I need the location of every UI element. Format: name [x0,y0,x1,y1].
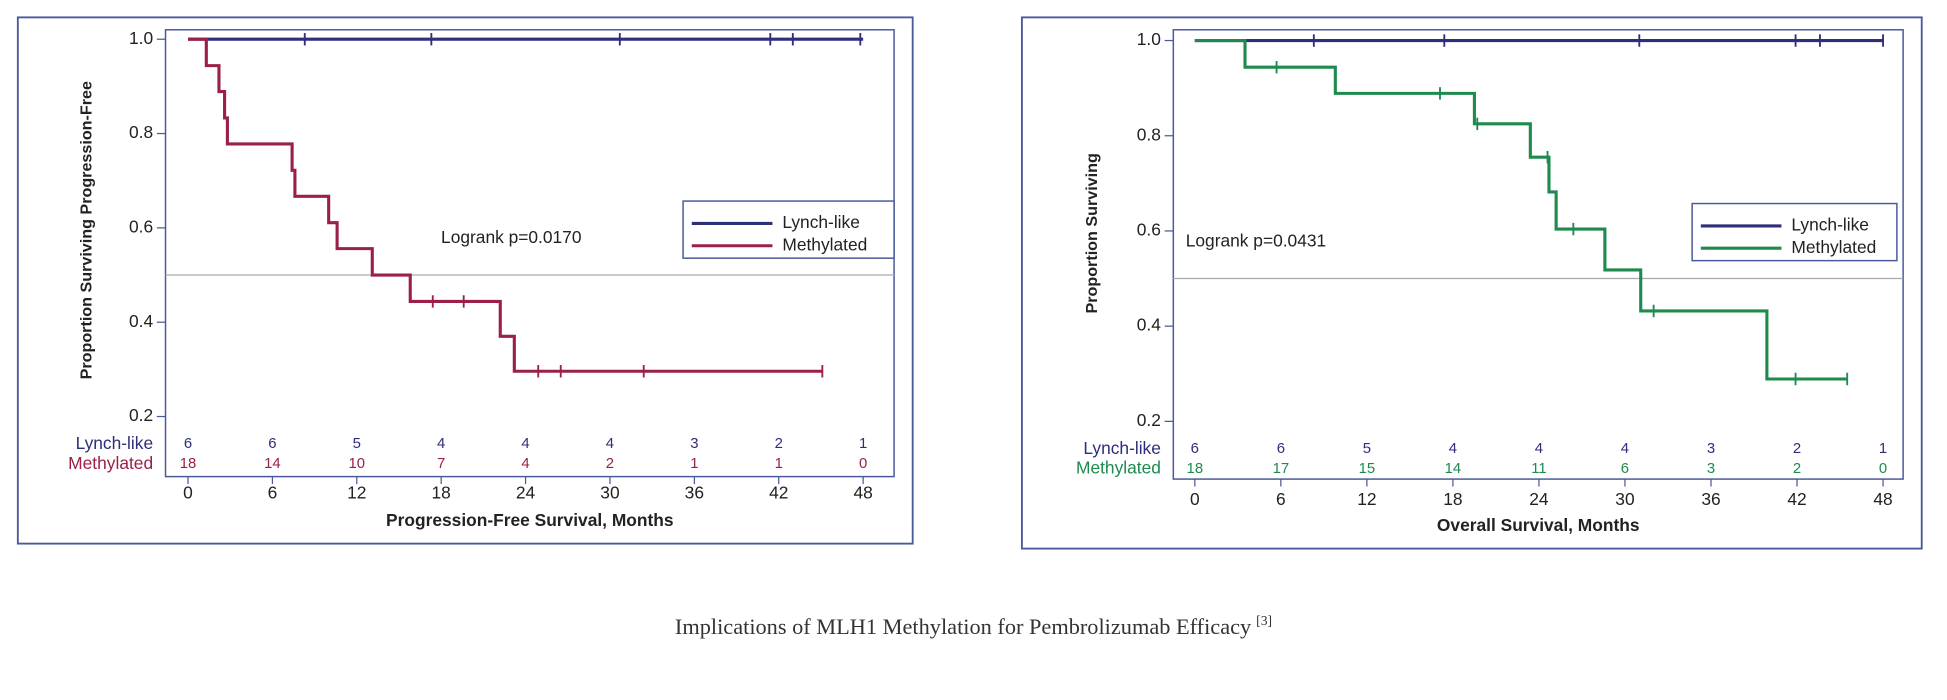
risk-count: 14 [1445,461,1462,477]
risk-count: 4 [521,436,529,452]
risk-count: 15 [1359,461,1376,477]
legend-label: Lynch-like [1791,214,1869,234]
risk-count: 17 [1273,461,1290,477]
risk-count: 2 [775,436,783,452]
x-tick-label: 48 [853,483,872,503]
risk-row-label: Lynch-like [1083,438,1161,458]
risk-count: 6 [1277,441,1285,457]
annotation: Logrank p=0.0170 [441,227,581,247]
survival-curve [188,37,823,373]
y-tick-label: 0.8 [1137,124,1161,144]
risk-count: 6 [268,436,276,452]
chart-frame [16,16,914,545]
risk-count: 1 [690,456,698,472]
risk-count: 6 [1621,461,1629,477]
risk-count: 0 [1879,461,1887,477]
survival-curve [1194,38,1848,381]
risk-count: 1 [775,456,783,472]
risk-count: 4 [521,456,529,472]
risk-count: 7 [437,456,445,472]
caption-text: Implications of MLH1 Methylation for Pem… [675,614,1252,639]
y-tick-label: 0.8 [129,122,153,142]
y-tick-label: 0.4 [1137,315,1161,335]
y-tick-label: 1.0 [129,28,153,48]
caption: Implications of MLH1 Methylation for Pem… [675,613,1272,639]
risk-count: 6 [184,436,192,452]
x-tick-label: 12 [347,483,366,503]
x-tick-label: 6 [1276,489,1286,509]
chart-frame [1020,16,1923,550]
risk-count: 14 [264,456,281,472]
risk-count: 5 [353,436,361,452]
x-tick-label: 12 [1357,489,1376,509]
x-tick-label: 18 [1443,489,1462,509]
risk-count: 4 [437,436,445,452]
x-tick-label: 36 [1701,489,1720,509]
risk-count: 2 [1793,441,1801,457]
risk-count: 1 [859,436,867,452]
x-tick-label: 0 [1190,489,1200,509]
risk-count: 4 [606,436,614,452]
legend-label: Methylated [1791,237,1876,257]
x-tick-label: 18 [432,483,451,503]
risk-count: 18 [180,456,197,472]
annotation: Logrank p=0.0431 [1186,231,1326,251]
x-tick-label: 0 [183,483,193,503]
risk-count: 4 [1621,441,1629,457]
risk-count: 4 [1449,441,1457,457]
risk-count: 2 [1793,461,1801,477]
risk-count: 6 [1191,441,1199,457]
x-tick-label: 48 [1873,489,1892,509]
legend-box [682,200,895,259]
risk-row-label: Lynch-like [76,433,154,453]
y-tick-label: 0.6 [129,216,153,236]
plot-box [1172,29,1904,480]
risk-count: 3 [1707,441,1715,457]
risk-count: 2 [606,456,614,472]
risk-count: 5 [1363,441,1371,457]
y-tick-label: 0.6 [1137,220,1161,240]
risk-count: 3 [1707,461,1715,477]
y-tick-label: 0.2 [129,405,153,425]
x-tick-label: 36 [685,483,704,503]
x-tick-label: 42 [769,483,788,503]
y-tick-label: 0.2 [1137,410,1161,430]
x-tick-label: 42 [1787,489,1806,509]
risk-count: 4 [1535,441,1543,457]
y-tick-label: 1.0 [1137,29,1161,49]
risk-count: 10 [349,456,366,472]
risk-count: 3 [690,436,698,452]
risk-count: 0 [859,456,867,472]
x-tick-label: 30 [1615,489,1634,509]
risk-count: 1 [1879,441,1887,457]
caption-ref: [3] [1256,613,1272,628]
y-tick-label: 0.4 [129,311,153,331]
legend-label: Lynch-like [782,212,860,232]
x-axis-title: Progression-Free Survival, Months [386,510,673,530]
risk-row-label: Methylated [1076,458,1161,478]
risk-count: 18 [1187,461,1204,477]
x-tick-label: 24 [1529,489,1549,509]
x-tick-label: 30 [600,483,619,503]
x-tick-label: 24 [516,483,536,503]
risk-row-label: Methylated [68,453,153,473]
legend-label: Methylated [782,234,867,254]
legend-box [1691,202,1898,262]
x-axis-title: Overall Survival, Months [1437,515,1640,535]
y-axis-title: Proportion Surviving [1083,153,1101,313]
y-axis-title: Proportion Surviving Progression-Free [78,81,96,379]
x-tick-label: 6 [268,483,278,503]
risk-count: 11 [1531,461,1546,477]
